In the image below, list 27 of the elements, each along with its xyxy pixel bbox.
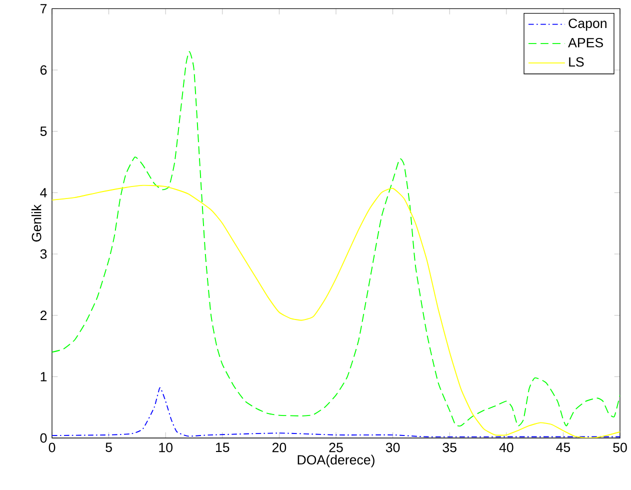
y-tick-label: 3 [40, 249, 47, 259]
y-tick-label: 2 [40, 310, 47, 320]
x-axis-title: DOA(derece) [298, 454, 374, 468]
x-tick-label: 30 [386, 442, 400, 452]
legend-label: APES [568, 38, 603, 48]
legend-label: LS [569, 57, 584, 67]
y-tick-label: 4 [40, 188, 47, 198]
legend-label: Capon [568, 18, 606, 31]
y-axis-title: Genlik [31, 204, 42, 242]
y-tick-label: 5 [40, 126, 47, 136]
line-series [52, 51, 620, 426]
x-tick-label: 20 [272, 442, 286, 452]
line-series [52, 184, 620, 438]
x-tick-label: 0 [48, 442, 56, 452]
x-tick-label: 25 [329, 442, 343, 452]
y-tick-label: 0 [40, 433, 47, 443]
x-tick-label: 40 [499, 442, 514, 452]
x-tick-label: 10 [159, 442, 172, 452]
x-tick-label: 50 [613, 442, 627, 452]
x-tick-label: 35 [442, 442, 456, 452]
y-tick-label: 1 [40, 372, 47, 382]
y-tick-label: 6 [40, 65, 47, 75]
x-tick-label: 5 [106, 442, 112, 452]
y-tick-label: 7 [40, 4, 47, 14]
x-tick-label: 15 [216, 442, 230, 452]
line-series [52, 387, 620, 438]
x-tick-label: 45 [556, 442, 570, 452]
